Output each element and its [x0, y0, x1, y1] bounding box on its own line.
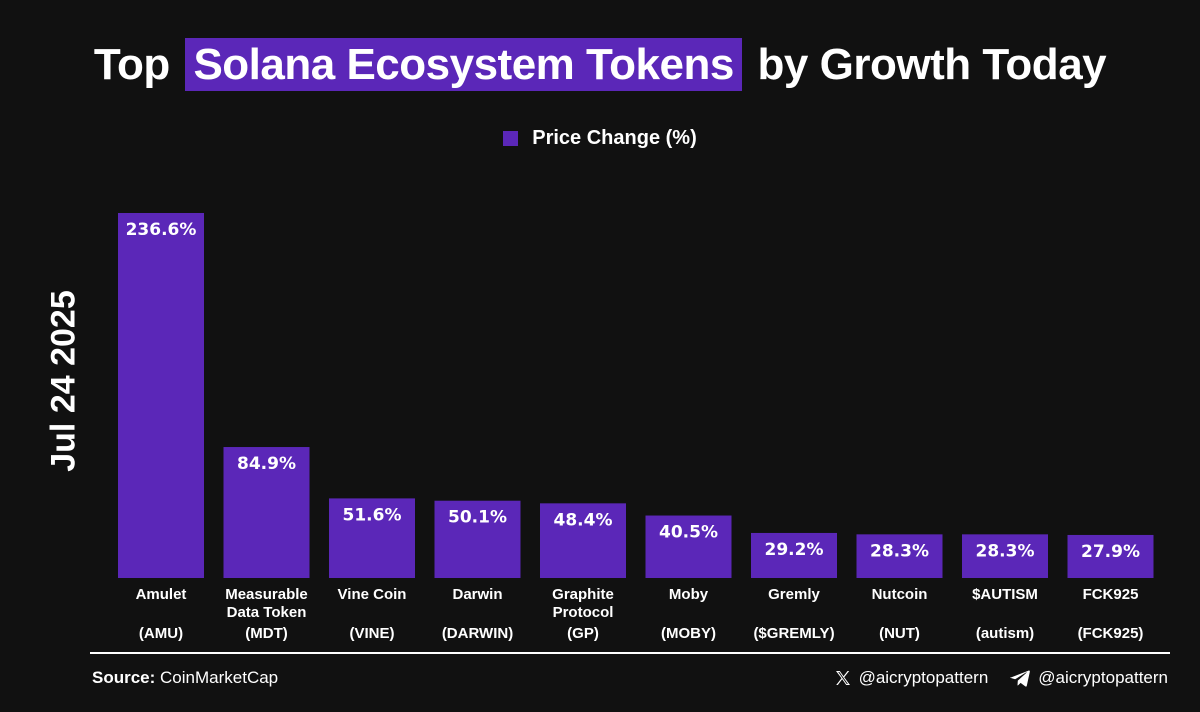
x-handle-text: @aicryptopattern — [858, 668, 989, 687]
social-handles: @aicryptopattern @aicryptopattern — [813, 668, 1168, 688]
bar-value-label: 51.6% — [343, 505, 402, 525]
category-label: (autism) — [976, 625, 1034, 642]
bar-1 — [223, 447, 310, 578]
bar-6 — [751, 532, 837, 578]
category-label: Darwin — [452, 586, 502, 603]
bar-7 — [856, 534, 943, 578]
bar-4 — [540, 503, 626, 578]
telegram-icon — [1010, 670, 1031, 687]
x-logo-icon — [835, 671, 850, 685]
category-label: (NUT) — [879, 625, 920, 642]
bar-value-label: 84.9% — [237, 454, 296, 474]
category-label: (DARWIN) — [442, 625, 513, 642]
chart-legend: Price Change (%) — [0, 127, 1200, 150]
category-label: (MOBY) — [661, 625, 716, 642]
source-label: Source: — [92, 668, 156, 687]
category-label: (GP) — [567, 625, 599, 642]
legend-label: Price Change (%) — [532, 127, 697, 149]
bar-2 — [329, 498, 415, 578]
x-handle[interactable]: @aicryptopattern — [835, 668, 989, 688]
chart-title: Top Solana Ecosystem Tokens by Growth To… — [0, 38, 1200, 91]
bar-value-label: 28.3% — [976, 541, 1035, 561]
category-label: Amulet — [136, 586, 187, 603]
bar-8 — [962, 534, 1048, 578]
bar-value-label: 40.5% — [659, 523, 718, 543]
legend-swatch — [503, 131, 519, 146]
category-label: (MDT) — [245, 625, 287, 642]
category-label: Vine Coin — [338, 586, 407, 603]
source-note: Source: CoinMarketCap — [92, 668, 278, 688]
category-label: Graphite — [552, 586, 614, 603]
title-suffix: by Growth Today — [757, 40, 1107, 89]
category-label: ($GREMLY) — [753, 625, 834, 642]
bar-3 — [434, 500, 521, 578]
category-label: Moby — [669, 586, 709, 603]
category-label: FCK925 — [1083, 586, 1139, 603]
bar-value-label: 50.1% — [448, 508, 507, 528]
bar-9 — [1067, 534, 1154, 578]
category-label: Gremly — [768, 586, 820, 603]
bar-value-label: 29.2% — [765, 540, 824, 560]
category-label: (VINE) — [350, 625, 395, 642]
category-label: Measurable — [225, 586, 308, 603]
category-label: (FCK925) — [1078, 625, 1144, 642]
bar-value-label: 236.6% — [126, 220, 197, 240]
bar-0 — [118, 213, 204, 578]
category-label: Nutcoin — [872, 586, 928, 603]
bar-value-label: 48.4% — [554, 510, 613, 530]
telegram-handle-text: @aicryptopattern — [1038, 668, 1168, 687]
category-label: Data Token — [227, 604, 307, 621]
source-value: CoinMarketCap — [160, 668, 279, 687]
title-prefix: Top — [93, 40, 170, 89]
title-highlight: Solana Ecosystem Tokens — [185, 38, 742, 91]
footer-divider — [90, 652, 1170, 654]
bar-value-label: 28.3% — [870, 541, 929, 561]
bar-5 — [645, 515, 732, 578]
bar-value-label: 27.9% — [1081, 542, 1140, 562]
category-label: Protocol — [553, 604, 614, 621]
category-label: (AMU) — [139, 625, 183, 642]
category-label: $AUTISM — [972, 586, 1038, 603]
telegram-handle[interactable]: @aicryptopattern — [1010, 668, 1168, 688]
